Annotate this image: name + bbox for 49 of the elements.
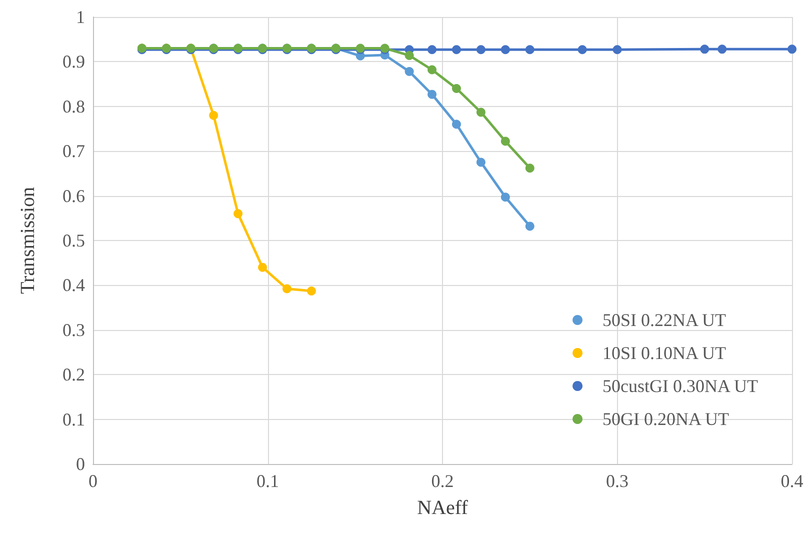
point — [700, 44, 710, 54]
point — [578, 45, 587, 54]
point — [258, 262, 268, 272]
point — [525, 164, 534, 173]
point — [476, 158, 486, 167]
point — [788, 44, 796, 54]
point — [500, 192, 510, 202]
x-tick-label: 0.4 — [780, 471, 804, 491]
y-tick-label: 0.7 — [62, 141, 85, 162]
point — [612, 45, 622, 54]
point — [428, 65, 437, 74]
x-tick-label: 0.1 — [256, 471, 279, 491]
legend-label: 50GI 0.20NA UT — [602, 409, 730, 429]
y-tick-label: 0.1 — [62, 409, 85, 430]
y-tick-label: 1 — [76, 7, 85, 27]
point — [476, 108, 486, 117]
y-tick-label: 0.6 — [62, 186, 85, 206]
y-tick-label: 0.5 — [62, 230, 85, 250]
point — [525, 222, 534, 231]
x-tick-label: 0.3 — [606, 471, 628, 491]
y-tick-label: 0.9 — [62, 52, 85, 72]
x-axis-title: NAeff — [417, 497, 468, 519]
point — [500, 136, 510, 146]
x-tick-label: 0.2 — [431, 471, 454, 491]
point — [428, 45, 437, 54]
point — [404, 50, 414, 60]
point — [404, 67, 414, 76]
legend-label: 50custGI 0.30NA UT — [602, 376, 758, 396]
y-axis-title: Transmission — [17, 186, 39, 294]
y-tick-label: 0.8 — [62, 96, 85, 116]
legend-label: 10SI 0.10NA UT — [602, 343, 726, 363]
point — [452, 120, 461, 129]
y-tick-label: 0.2 — [62, 364, 85, 385]
point — [718, 44, 727, 54]
point — [500, 45, 510, 54]
y-tick-label: 0 — [76, 454, 85, 474]
x-tick-label: 0 — [88, 471, 98, 491]
point — [476, 45, 486, 54]
point — [452, 45, 461, 54]
point — [209, 110, 218, 120]
point — [282, 284, 292, 294]
point — [452, 84, 461, 94]
y-tick-label: 0.4 — [62, 275, 85, 296]
y-tick-label: 0.3 — [62, 320, 85, 340]
legend-label: 50SI 0.22NA UT — [602, 310, 726, 330]
point — [234, 209, 243, 218]
point — [525, 45, 534, 54]
point — [428, 90, 437, 99]
point — [306, 286, 316, 296]
